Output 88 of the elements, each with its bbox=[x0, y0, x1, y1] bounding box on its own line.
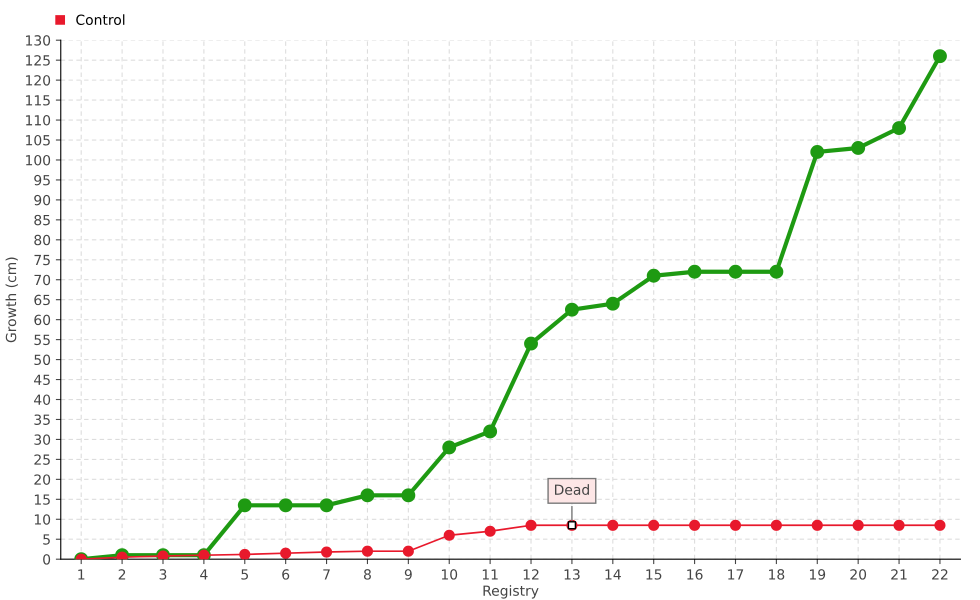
point bbox=[524, 336, 538, 351]
point bbox=[525, 520, 537, 531]
y-tick-label: 125 bbox=[26, 55, 50, 66]
x-tick-label: 8 bbox=[364, 569, 371, 580]
y-tick-label: 130 bbox=[26, 35, 50, 46]
x-tick-label: 21 bbox=[891, 569, 907, 580]
x-tick-label: 22 bbox=[932, 569, 948, 580]
point bbox=[401, 488, 416, 502]
y-tick-label: 0 bbox=[43, 554, 50, 565]
point bbox=[239, 548, 250, 560]
y-tick-label: 110 bbox=[26, 115, 50, 126]
y-tick-label: 30 bbox=[34, 434, 50, 445]
legend-label: Control bbox=[76, 14, 124, 26]
x-tick-label: 1 bbox=[78, 569, 84, 580]
x-tick-label: 16 bbox=[687, 569, 703, 580]
point bbox=[812, 520, 823, 531]
point bbox=[934, 520, 946, 531]
y-tick-label: 65 bbox=[34, 294, 50, 306]
y-tick-label: 80 bbox=[34, 234, 50, 246]
point bbox=[564, 302, 579, 317]
point bbox=[646, 268, 661, 283]
point bbox=[360, 488, 374, 502]
x-tick-label: 18 bbox=[769, 569, 784, 580]
x-tick-label: 19 bbox=[810, 569, 826, 580]
point bbox=[238, 498, 252, 512]
point bbox=[362, 546, 374, 557]
point bbox=[484, 526, 496, 537]
x-tick-label: 10 bbox=[442, 569, 458, 580]
y-tick-label: 70 bbox=[34, 274, 50, 286]
y-tick-label: 20 bbox=[34, 474, 50, 485]
y-tick-label: 95 bbox=[34, 174, 50, 186]
point bbox=[648, 520, 660, 531]
x-tick-label: 13 bbox=[564, 569, 580, 580]
y-tick-label: 50 bbox=[34, 354, 50, 366]
y-tick-label: 85 bbox=[34, 214, 50, 226]
point bbox=[402, 546, 414, 557]
y-tick-label: 10 bbox=[34, 514, 50, 525]
x-tick-label: 20 bbox=[850, 569, 866, 580]
y-axis-title: Growth (cm) bbox=[6, 258, 18, 342]
y-tick-label: 90 bbox=[34, 194, 50, 206]
y-tick-label: 75 bbox=[34, 254, 50, 266]
y-tick-label: 120 bbox=[26, 75, 50, 86]
point bbox=[444, 530, 455, 541]
y-tick-label: 55 bbox=[34, 334, 50, 346]
y-tick-label: 60 bbox=[34, 314, 50, 326]
y-tick-label: 100 bbox=[26, 154, 50, 166]
y-tick-label: 35 bbox=[34, 414, 50, 425]
point bbox=[483, 424, 498, 438]
x-tick-label: 5 bbox=[241, 569, 248, 580]
x-tick-label: 12 bbox=[524, 569, 538, 580]
point bbox=[851, 141, 866, 155]
point bbox=[728, 264, 742, 279]
x-tick-label: 9 bbox=[404, 569, 412, 580]
x-tick-label: 11 bbox=[482, 569, 498, 580]
x-tick-label: 15 bbox=[646, 569, 662, 580]
point bbox=[894, 520, 905, 531]
x-axis-title: Registry bbox=[484, 585, 539, 599]
point bbox=[810, 145, 824, 159]
y-tick-label: 105 bbox=[26, 134, 50, 146]
point bbox=[730, 520, 742, 531]
x-tick-label: 7 bbox=[323, 569, 330, 580]
x-tick-label: 14 bbox=[606, 569, 621, 580]
point bbox=[442, 440, 456, 454]
x-tick-label: 17 bbox=[728, 569, 744, 580]
y-tick-label: 115 bbox=[26, 95, 50, 106]
point bbox=[892, 121, 906, 135]
point bbox=[689, 520, 700, 531]
point bbox=[320, 498, 334, 512]
y-tick-label: 5 bbox=[43, 534, 50, 545]
point bbox=[933, 49, 947, 64]
x-tick-label: 4 bbox=[200, 569, 208, 580]
point bbox=[769, 264, 784, 279]
y-tick-label: 45 bbox=[34, 374, 50, 386]
point bbox=[688, 264, 702, 279]
y-tick-label: 15 bbox=[34, 494, 50, 505]
point bbox=[770, 520, 782, 531]
point bbox=[852, 520, 864, 531]
x-tick-label: 2 bbox=[118, 569, 126, 580]
point bbox=[321, 546, 332, 558]
annotation: Dead bbox=[554, 484, 589, 495]
point bbox=[280, 548, 292, 559]
x-tick-label: 6 bbox=[282, 569, 290, 580]
y-tick-label: 25 bbox=[34, 454, 50, 465]
point bbox=[607, 520, 618, 531]
point bbox=[278, 498, 293, 512]
x-tick-label: 3 bbox=[160, 569, 166, 580]
y-tick-label: 40 bbox=[34, 394, 50, 405]
point bbox=[606, 296, 620, 311]
